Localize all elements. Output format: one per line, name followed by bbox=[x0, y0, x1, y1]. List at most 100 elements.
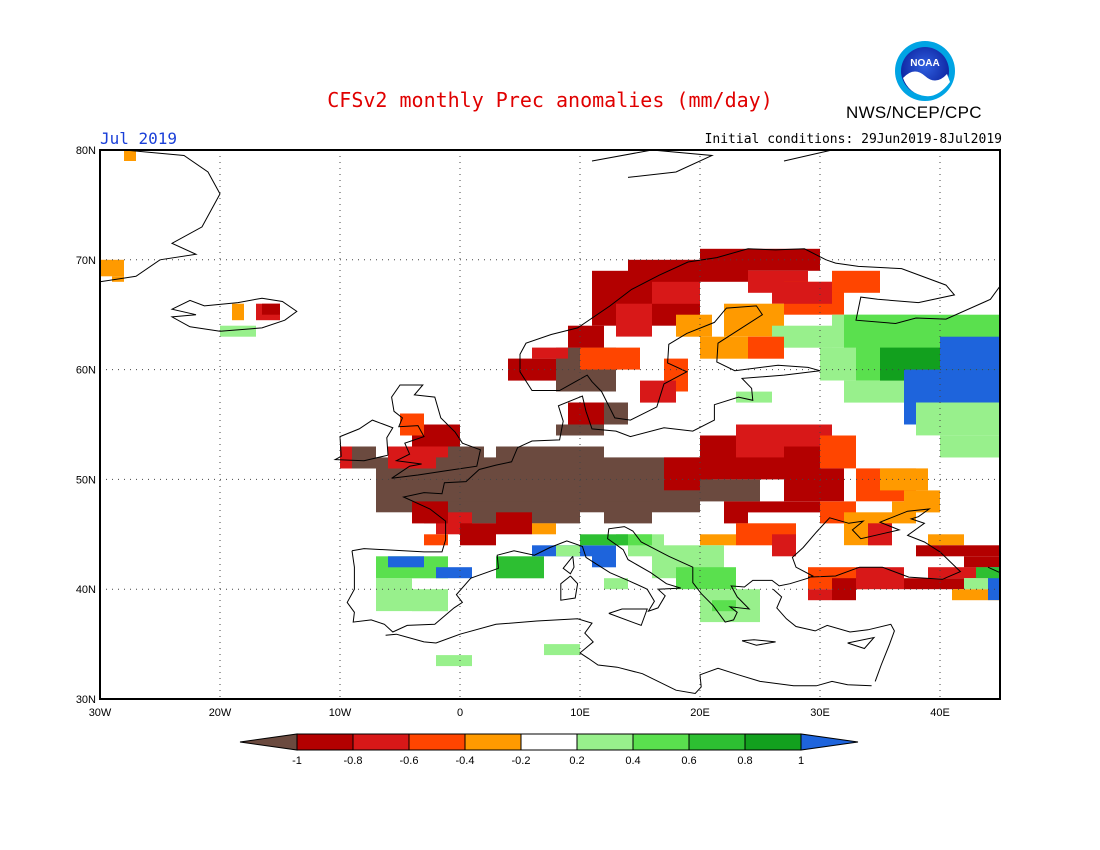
coastline bbox=[560, 575, 579, 601]
anomaly-cell bbox=[124, 150, 136, 161]
colorbar-swatch bbox=[800, 733, 859, 751]
map-title: CFSv2 monthly Prec anomalies (mm/day) bbox=[327, 88, 773, 112]
anomaly-cell bbox=[424, 534, 448, 546]
anomaly-cell bbox=[700, 479, 760, 502]
colorbar-label: -0.6 bbox=[400, 755, 419, 767]
anomaly-cell bbox=[400, 479, 448, 502]
anomaly-cell bbox=[676, 567, 736, 590]
anomaly-cell bbox=[496, 556, 544, 579]
longitude-tick-label: 10E bbox=[570, 707, 590, 719]
anomaly-cell bbox=[700, 336, 748, 359]
anomaly-cell bbox=[820, 347, 856, 381]
colorbar-label: 1 bbox=[798, 755, 804, 767]
anomaly-cell bbox=[460, 523, 496, 546]
coastline bbox=[346, 508, 962, 633]
anomaly-cell bbox=[772, 534, 796, 557]
coastline bbox=[591, 150, 714, 178]
colorbar-swatch bbox=[632, 733, 690, 751]
anomaly-cell bbox=[772, 325, 832, 348]
colorbar-swatch bbox=[520, 733, 578, 751]
anomaly-cell bbox=[556, 545, 580, 557]
anomaly-cell bbox=[676, 314, 712, 337]
anomaly-cell bbox=[412, 589, 448, 612]
anomaly-cell bbox=[532, 523, 556, 535]
colorbar-swatch bbox=[576, 733, 634, 751]
anomaly-cell bbox=[100, 259, 124, 277]
anomaly-cell bbox=[580, 347, 640, 370]
anomaly-cell bbox=[724, 501, 748, 524]
initial-conditions-label: Initial conditions: 29Jun2019-8Jul2019 bbox=[704, 132, 1002, 147]
coastline bbox=[847, 636, 876, 650]
latitude-tick-label: 70N bbox=[76, 255, 96, 267]
anomaly-cell bbox=[604, 501, 652, 524]
anomaly-cell bbox=[904, 490, 940, 513]
colorbar-swatch bbox=[239, 733, 298, 751]
latitude-tick-label: 60N bbox=[76, 365, 96, 377]
anomaly-cell bbox=[496, 446, 604, 458]
longitude-tick-label: 20W bbox=[209, 707, 232, 719]
longitude-tick-label: 40E bbox=[930, 707, 950, 719]
colorbar-label: -0.8 bbox=[344, 755, 363, 767]
anomaly-cell bbox=[424, 424, 460, 447]
colorbar-label: 0.2 bbox=[569, 755, 584, 767]
anomaly-cell bbox=[916, 545, 1000, 557]
latitude-tick-label: 80N bbox=[76, 145, 96, 157]
anomaly-cell bbox=[856, 567, 904, 590]
anomaly-cell bbox=[940, 336, 1000, 370]
longitude-tick-label: 30E bbox=[810, 707, 830, 719]
colorbar-label: -1 bbox=[292, 755, 302, 767]
anomaly-cell bbox=[748, 336, 784, 359]
latitude-tick-label: 50N bbox=[76, 474, 96, 486]
anomaly-cell bbox=[772, 281, 832, 304]
graticule bbox=[100, 150, 1000, 699]
anomaly-cell bbox=[262, 303, 280, 315]
anomaly-cell bbox=[436, 567, 472, 579]
anomaly-cell bbox=[232, 303, 244, 321]
longitude-labels: 30W 20W 10W 0 10E 20E 30E 40E bbox=[89, 707, 950, 719]
latitude-tick-label: 40N bbox=[76, 584, 96, 596]
anomaly-cell bbox=[736, 391, 772, 403]
coastline bbox=[772, 588, 895, 682]
anomaly-cell bbox=[640, 380, 676, 403]
anomaly-cell bbox=[952, 589, 1000, 601]
month-label: Jul 2019 bbox=[100, 129, 178, 148]
anomaly-cell bbox=[604, 578, 628, 590]
longitude-tick-label: 10W bbox=[329, 707, 352, 719]
anomaly-cell bbox=[904, 578, 964, 590]
anomaly-cell bbox=[388, 556, 424, 568]
coastline bbox=[100, 150, 221, 283]
anomaly-cell bbox=[832, 270, 880, 293]
anomaly-cell bbox=[784, 468, 844, 502]
anomaly-cell bbox=[532, 347, 568, 359]
anomaly-cell bbox=[412, 501, 448, 524]
colorbar-label: 0.4 bbox=[625, 755, 640, 767]
anomaly-cell bbox=[736, 424, 784, 458]
colorbar-label: 0.8 bbox=[737, 755, 752, 767]
anomaly-cell bbox=[976, 567, 1000, 579]
longitude-tick-label: 0 bbox=[457, 707, 463, 719]
anomaly-cell bbox=[592, 545, 616, 568]
anomaly-cell bbox=[844, 380, 904, 403]
anomaly-cell bbox=[652, 281, 700, 304]
anomaly-cell bbox=[544, 644, 580, 656]
anomaly-cells bbox=[100, 150, 1000, 667]
coastline bbox=[608, 608, 648, 627]
anomaly-cell bbox=[436, 446, 484, 458]
anomaly-cell bbox=[964, 556, 1000, 568]
colorbar-label: 0.6 bbox=[681, 755, 696, 767]
anomaly-cell bbox=[940, 435, 1000, 458]
anomaly-cell bbox=[916, 402, 1000, 436]
anomaly-cell bbox=[580, 523, 604, 535]
anomaly-cell bbox=[568, 325, 604, 348]
coastlines bbox=[100, 150, 1000, 695]
coastline bbox=[783, 150, 833, 162]
coastline bbox=[333, 419, 394, 462]
coastline bbox=[385, 618, 872, 695]
anomaly-cell bbox=[436, 655, 472, 667]
coastline bbox=[562, 555, 575, 575]
colorbar-swatch bbox=[464, 733, 522, 751]
map-frame bbox=[99, 149, 1001, 700]
longitude-tick-label: 30W bbox=[89, 707, 112, 719]
anomaly-cell bbox=[712, 600, 736, 612]
